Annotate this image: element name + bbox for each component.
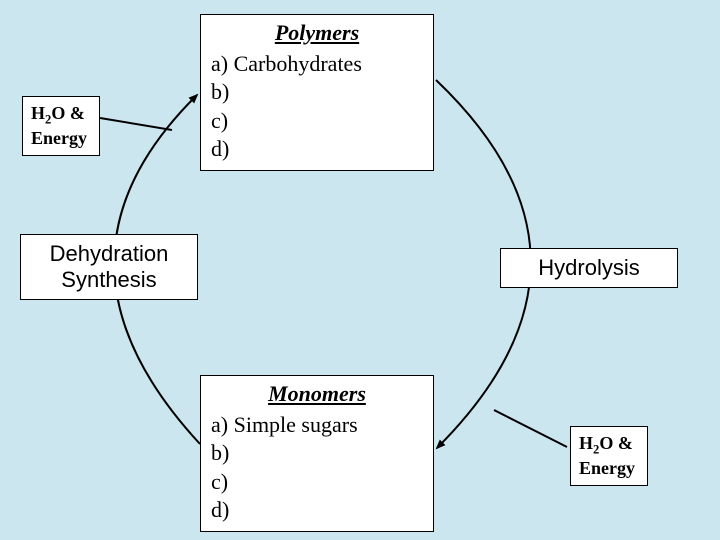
monomers-item-d: d): [211, 496, 423, 525]
h2o-left-connector: [100, 118, 172, 130]
polymers-box: Polymers a) Carbohydrates b) c) d): [200, 14, 434, 171]
hydrolysis-box: Hydrolysis: [500, 248, 678, 288]
h2o-energy-right-box: H2O & Energy: [570, 426, 648, 486]
monomers-item-b: b): [211, 439, 423, 468]
h2o-right-line2: Energy: [579, 458, 639, 480]
h2o-left-line1: H2O &: [31, 103, 91, 128]
dehydration-line1: Dehydration: [35, 241, 183, 267]
h2o-energy-left-box: H2O & Energy: [22, 96, 100, 156]
monomers-box: Monomers a) Simple sugars b) c) d): [200, 375, 434, 532]
h2o-left-line2: Energy: [31, 128, 91, 150]
polymers-item-a: a) Carbohydrates: [211, 50, 423, 79]
polymers-item-b: b): [211, 78, 423, 107]
h2o-right-line1: H2O &: [579, 433, 639, 458]
monomers-title: Monomers: [211, 380, 423, 409]
polymers-item-c: c): [211, 107, 423, 136]
polymers-title: Polymers: [211, 19, 423, 48]
monomers-item-a: a) Simple sugars: [211, 411, 423, 440]
polymers-item-d: d): [211, 135, 423, 164]
dehydration-line2: Synthesis: [35, 267, 183, 293]
monomers-item-c: c): [211, 468, 423, 497]
h2o-right-connector: [494, 410, 567, 447]
hydrolysis-label: Hydrolysis: [515, 255, 663, 281]
dehydration-synthesis-box: Dehydration Synthesis: [20, 234, 198, 300]
